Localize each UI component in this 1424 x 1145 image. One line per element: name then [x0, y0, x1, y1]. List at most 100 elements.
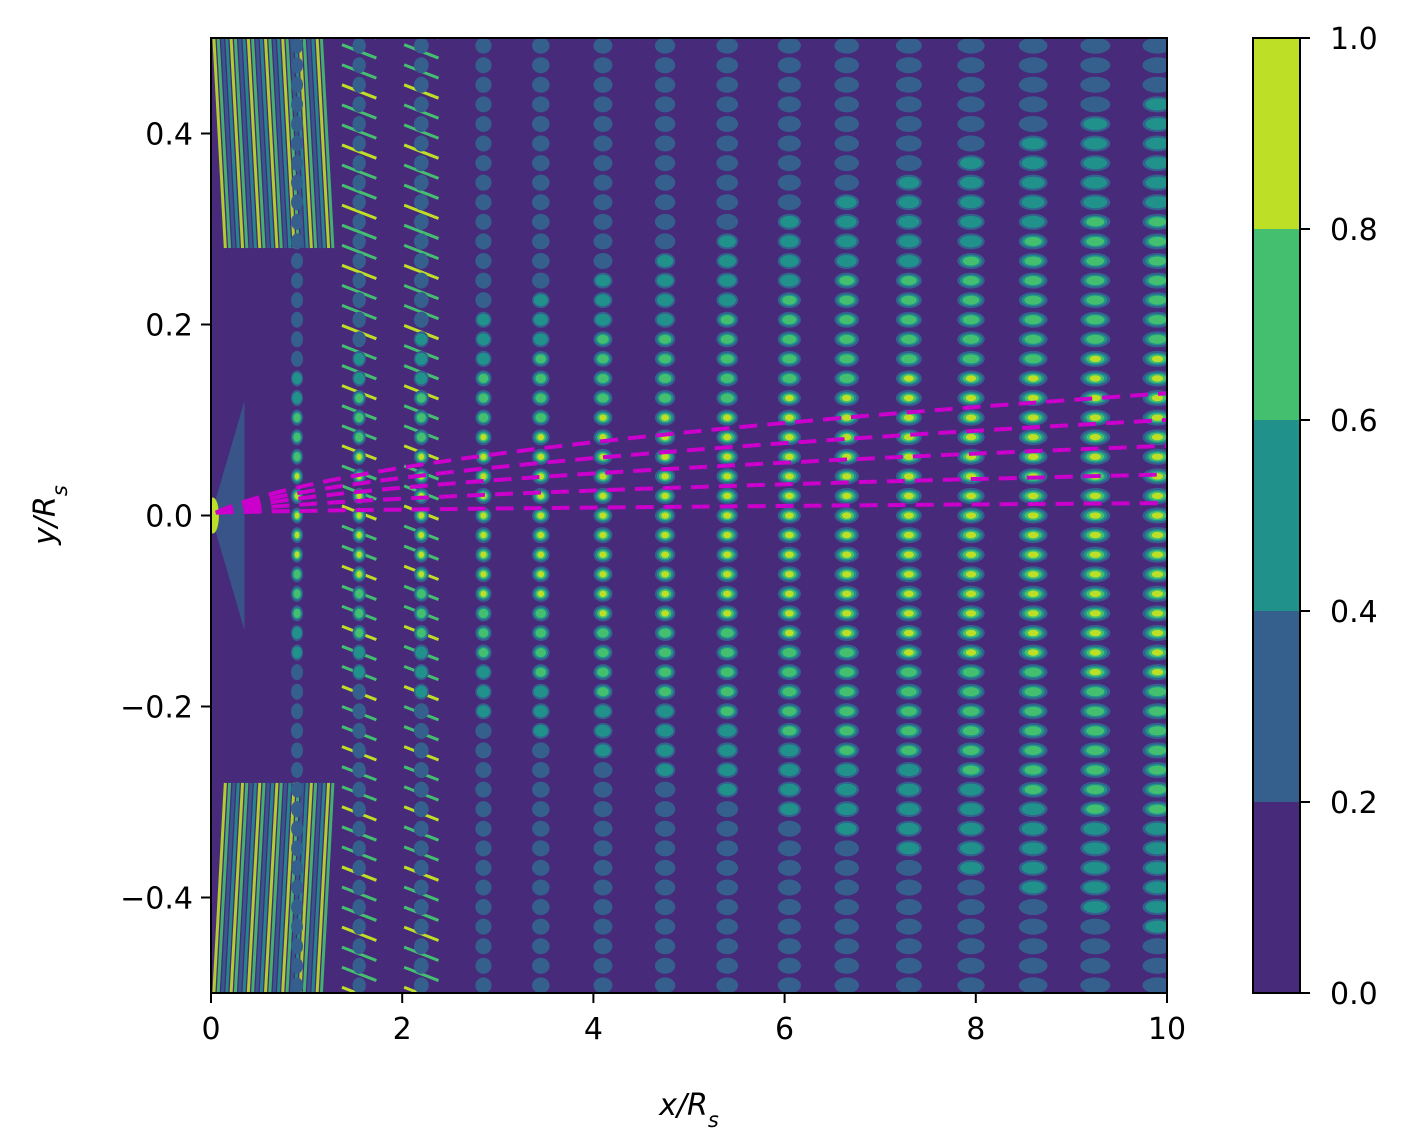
fringe-stripe — [372, 38, 377, 40]
spot-level-3 — [782, 726, 797, 736]
spot-level-2 — [836, 764, 857, 776]
near-field-cone — [211, 400, 245, 631]
spot-level-1 — [895, 879, 922, 896]
spot-level-3 — [658, 334, 672, 344]
spot-level-4 — [599, 414, 607, 421]
spot-level-3 — [355, 413, 364, 423]
spot-level-1 — [957, 76, 985, 93]
spot-level-1 — [834, 18, 859, 34]
spot-level-4 — [537, 453, 545, 460]
spot-level-1 — [593, 997, 612, 1013]
spot-level-4 — [1151, 551, 1164, 558]
spot-level-4 — [784, 512, 794, 519]
spot-level-2 — [1145, 842, 1167, 855]
spot-level-1 — [655, 997, 675, 1013]
spot-level-1 — [352, 135, 366, 152]
spot-level-1 — [291, 233, 304, 250]
spot-level-1 — [352, 57, 366, 74]
colorbar-tick-label: 0.4 — [1330, 595, 1378, 630]
spot-level-1 — [291, 762, 304, 779]
spot-level-3 — [962, 667, 980, 677]
x-tick-label: 8 — [966, 1012, 985, 1047]
spot-level-2 — [780, 215, 799, 228]
spot-level-1 — [291, 997, 303, 1013]
spot-level-4 — [661, 590, 669, 597]
spot-level-1 — [593, 194, 613, 211]
fringe-line — [246, 38, 262, 249]
fringe-stripe — [403, 243, 440, 261]
fringe-line — [298, 38, 313, 249]
spot-level-1 — [654, 899, 676, 916]
spot-level-4 — [1027, 590, 1039, 597]
spot-level-1 — [475, 135, 492, 152]
spot-level-2 — [780, 783, 799, 796]
fringe-line — [251, 782, 266, 993]
spot-level-3 — [720, 667, 734, 677]
spot-level-4 — [965, 531, 977, 539]
spot-level-1 — [654, 859, 676, 876]
spot-level-4 — [599, 571, 607, 578]
spot-level-1 — [654, 977, 676, 993]
spot-level-4 — [1027, 531, 1039, 539]
spot-level-1 — [1018, 115, 1048, 132]
spot-level-2 — [960, 842, 982, 855]
spot-level-2 — [595, 705, 611, 718]
spot-level-4 — [903, 375, 914, 382]
spot-level-1 — [716, 57, 739, 74]
spot-level-4 — [842, 512, 852, 519]
spot-level-4 — [356, 571, 362, 578]
spot-level-4 — [723, 492, 732, 500]
spot-level-1 — [593, 938, 613, 955]
spot-level-1 — [413, 252, 429, 269]
spot-level-3 — [416, 608, 426, 618]
spot-level-1 — [896, 18, 922, 34]
spot-level-1 — [475, 213, 492, 230]
spot-level-3 — [658, 373, 672, 384]
spot-level-3 — [1024, 687, 1042, 697]
spot-level-1 — [896, 997, 922, 1013]
spot-level-2 — [960, 196, 982, 209]
spot-level-1 — [654, 840, 676, 857]
spot-level-3 — [1024, 315, 1042, 325]
spot-level-2 — [718, 294, 736, 307]
spot-level-1 — [593, 918, 613, 935]
fringe-line — [225, 782, 240, 993]
spot-level-1 — [532, 820, 550, 837]
spot-level-1 — [1018, 38, 1048, 54]
spot-level-1 — [413, 918, 429, 935]
spot-level-3 — [416, 589, 426, 599]
spot-level-2 — [353, 372, 365, 385]
spot-level-3 — [355, 589, 364, 599]
spot-level-1 — [716, 213, 739, 230]
spot-level-1 — [777, 174, 801, 191]
spot-level-4 — [1151, 414, 1164, 421]
spot-level-1 — [291, 664, 304, 681]
fringe-stripe — [341, 985, 361, 993]
spot-level-3 — [1086, 765, 1105, 775]
spot-level-4 — [903, 649, 914, 656]
fringe-line — [259, 38, 275, 249]
spot-level-3 — [535, 373, 547, 384]
spot-level-4 — [842, 394, 852, 402]
spot-level-3 — [962, 687, 980, 697]
spot-level-1 — [654, 174, 676, 191]
spot-level-2 — [960, 235, 982, 248]
spot-level-1 — [834, 174, 860, 191]
spot-level-4 — [842, 492, 852, 500]
spot-level-4 — [599, 434, 607, 441]
spot-level-1 — [1080, 18, 1110, 34]
spot-level-3 — [478, 628, 489, 638]
spot-level-1 — [413, 57, 429, 74]
spot-level-1 — [1080, 57, 1111, 74]
spot-level-3 — [658, 687, 672, 697]
spot-level-1 — [593, 38, 613, 54]
spot-level-3 — [1024, 706, 1042, 716]
spot-level-3 — [720, 334, 734, 344]
y-tick-label: −0.2 — [120, 691, 193, 726]
spot-level-4 — [784, 394, 794, 402]
colorbar-segment — [1253, 229, 1300, 420]
spot-level-4 — [1151, 590, 1164, 597]
spot-level-1 — [413, 801, 429, 818]
spot-level-3 — [355, 608, 364, 618]
spot-level-3 — [839, 295, 855, 305]
